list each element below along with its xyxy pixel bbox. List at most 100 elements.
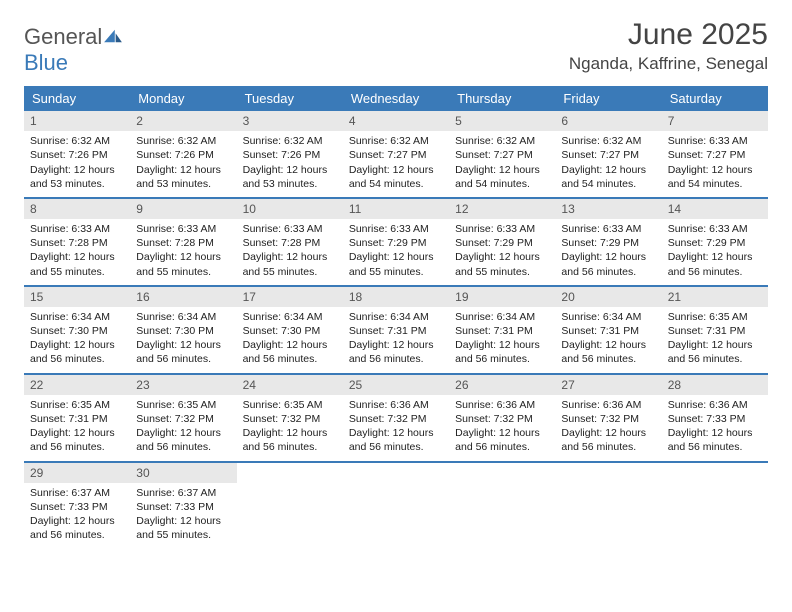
daylight-line: Daylight: 12 hours and 53 minutes. xyxy=(136,164,221,190)
day-number: 11 xyxy=(343,199,449,219)
calendar-day: 28Sunrise: 6:36 AMSunset: 7:33 PMDayligh… xyxy=(662,375,768,461)
sunrise-line: Sunrise: 6:35 AM xyxy=(136,399,216,411)
logo-text: General Blue xyxy=(24,24,124,76)
calendar-day: 2Sunrise: 6:32 AMSunset: 7:26 PMDaylight… xyxy=(130,111,236,197)
sunset-line: Sunset: 7:30 PM xyxy=(136,325,214,337)
sunrise-line: Sunrise: 6:34 AM xyxy=(561,311,641,323)
sunset-line: Sunset: 7:33 PM xyxy=(668,413,746,425)
day-details: Sunrise: 6:32 AMSunset: 7:26 PMDaylight:… xyxy=(24,131,130,197)
daylight-line: Daylight: 12 hours and 56 minutes. xyxy=(455,339,540,365)
day-number: 13 xyxy=(555,199,661,219)
day-number: 6 xyxy=(555,111,661,131)
logo: General Blue xyxy=(24,24,124,76)
sunset-line: Sunset: 7:26 PM xyxy=(30,149,108,161)
day-number: 3 xyxy=(237,111,343,131)
weekday-header: Saturday xyxy=(662,86,768,111)
sunset-line: Sunset: 7:26 PM xyxy=(136,149,214,161)
day-details: Sunrise: 6:34 AMSunset: 7:31 PMDaylight:… xyxy=(343,307,449,373)
daylight-line: Daylight: 12 hours and 53 minutes. xyxy=(30,164,115,190)
header: General Blue June 2025 Nganda, Kaffrine,… xyxy=(24,18,768,76)
day-number: 19 xyxy=(449,287,555,307)
sunrise-line: Sunrise: 6:37 AM xyxy=(136,487,216,499)
day-details: Sunrise: 6:33 AMSunset: 7:29 PMDaylight:… xyxy=(662,219,768,285)
calendar-day: 3Sunrise: 6:32 AMSunset: 7:26 PMDaylight… xyxy=(237,111,343,197)
day-number: 17 xyxy=(237,287,343,307)
calendar-day: 1Sunrise: 6:32 AMSunset: 7:26 PMDaylight… xyxy=(24,111,130,197)
sunset-line: Sunset: 7:29 PM xyxy=(561,237,639,249)
weekday-header: Monday xyxy=(130,86,236,111)
day-number: 4 xyxy=(343,111,449,131)
day-number: 30 xyxy=(130,463,236,483)
sunset-line: Sunset: 7:33 PM xyxy=(136,501,214,513)
day-number: 29 xyxy=(24,463,130,483)
sunrise-line: Sunrise: 6:32 AM xyxy=(136,135,216,147)
day-number: 9 xyxy=(130,199,236,219)
day-number: 25 xyxy=(343,375,449,395)
sunrise-line: Sunrise: 6:34 AM xyxy=(455,311,535,323)
daylight-line: Daylight: 12 hours and 56 minutes. xyxy=(668,251,753,277)
calendar-day: 30Sunrise: 6:37 AMSunset: 7:33 PMDayligh… xyxy=(130,463,236,549)
day-number: 16 xyxy=(130,287,236,307)
sunset-line: Sunset: 7:32 PM xyxy=(561,413,639,425)
sunset-line: Sunset: 7:30 PM xyxy=(30,325,108,337)
day-details: Sunrise: 6:32 AMSunset: 7:26 PMDaylight:… xyxy=(237,131,343,197)
day-details: Sunrise: 6:35 AMSunset: 7:31 PMDaylight:… xyxy=(24,395,130,461)
daylight-line: Daylight: 12 hours and 54 minutes. xyxy=(561,164,646,190)
day-details: Sunrise: 6:33 AMSunset: 7:28 PMDaylight:… xyxy=(24,219,130,285)
day-number: 15 xyxy=(24,287,130,307)
day-details: Sunrise: 6:36 AMSunset: 7:32 PMDaylight:… xyxy=(449,395,555,461)
day-number: 22 xyxy=(24,375,130,395)
calendar-day: 25Sunrise: 6:36 AMSunset: 7:32 PMDayligh… xyxy=(343,375,449,461)
day-details: Sunrise: 6:36 AMSunset: 7:33 PMDaylight:… xyxy=(662,395,768,461)
sunrise-line: Sunrise: 6:33 AM xyxy=(30,223,110,235)
sunset-line: Sunset: 7:31 PM xyxy=(349,325,427,337)
daylight-line: Daylight: 12 hours and 56 minutes. xyxy=(455,427,540,453)
day-details: Sunrise: 6:34 AM Sunset: 7:31 PM Daylight:… xyxy=(449,307,555,373)
sunset-line: Sunset: 7:31 PM xyxy=(561,325,639,337)
sunrise-line: Sunrise: 6:37 AM xyxy=(30,487,110,499)
calendar-day: 20Sunrise: 6:34 AMSunset: 7:31 PMDayligh… xyxy=(555,287,661,373)
title-block: June 2025 Nganda, Kaffrine, Senegal xyxy=(569,18,768,74)
sunset-line: Sunset: 7:27 PM xyxy=(668,149,746,161)
weekday-header: Tuesday xyxy=(237,86,343,111)
day-details: Sunrise: 6:36 AMSunset: 7:32 PMDaylight:… xyxy=(343,395,449,461)
day-details: Sunrise: 6:33 AMSunset: 7:29 PMDaylight:… xyxy=(343,219,449,285)
logo-text-blue: Blue xyxy=(24,50,68,75)
page-title: June 2025 xyxy=(569,18,768,52)
calendar-day: 4Sunrise: 6:32 AMSunset: 7:27 PMDaylight… xyxy=(343,111,449,197)
daylight-line: Daylight: 12 hours and 56 minutes. xyxy=(30,515,115,541)
sunrise-line: Sunrise: 6:34 AM xyxy=(243,311,323,323)
day-details: Sunrise: 6:33 AMSunset: 7:29 PMDaylight:… xyxy=(555,219,661,285)
sunset-line: Sunset: 7:32 PM xyxy=(455,413,533,425)
sunset-line: Sunset: 7:31 PM xyxy=(30,413,108,425)
day-number: 28 xyxy=(662,375,768,395)
weekday-header: Thursday xyxy=(449,86,555,111)
day-details: Sunrise: 6:32 AMSunset: 7:27 PMDaylight:… xyxy=(555,131,661,197)
daylight-line: Daylight: 12 hours and 55 minutes. xyxy=(136,251,221,277)
day-details: Sunrise: 6:36 AMSunset: 7:32 PMDaylight:… xyxy=(555,395,661,461)
weekday-header: Wednesday xyxy=(343,86,449,111)
calendar-day: 15Sunrise: 6:34 AMSunset: 7:30 PMDayligh… xyxy=(24,287,130,373)
day-number: 8 xyxy=(24,199,130,219)
day-details: Sunrise: 6:34 AM Sunset: 7:30 PM Daylight:… xyxy=(130,307,236,373)
calendar-day: 8Sunrise: 6:33 AMSunset: 7:28 PMDaylight… xyxy=(24,199,130,285)
sunrise-line: Sunrise: 6:34 AM xyxy=(136,311,216,323)
sunset-line: Sunset: 7:31 PM xyxy=(455,325,533,337)
calendar-day: 21Sunrise: 6:35 AMSunset: 7:31 PMDayligh… xyxy=(662,287,768,373)
daylight-line: Daylight: 12 hours and 56 minutes. xyxy=(561,427,646,453)
sunrise-line: Sunrise: 6:34 AM xyxy=(30,311,110,323)
calendar-body: 1Sunrise: 6:32 AMSunset: 7:26 PMDaylight… xyxy=(24,111,768,548)
day-number: 10 xyxy=(237,199,343,219)
sunset-line: Sunset: 7:27 PM xyxy=(455,149,533,161)
calendar-week: 29Sunrise: 6:37 AMSunset: 7:33 PMDayligh… xyxy=(24,463,768,549)
day-details: Sunrise: 6:37 AMSunset: 7:33 PMDaylight:… xyxy=(24,483,130,549)
daylight-line: Daylight: 12 hours and 54 minutes. xyxy=(668,164,753,190)
daylight-line: Daylight: 12 hours and 56 minutes. xyxy=(136,339,221,365)
day-details: Sunrise: 6:32 AMSunset: 7:27 PMDaylight:… xyxy=(449,131,555,197)
sunrise-line: Sunrise: 6:33 AM xyxy=(455,223,535,235)
daylight-line: Daylight: 12 hours and 56 minutes. xyxy=(349,339,434,365)
calendar-day: 7Sunrise: 6:33 AMSunset: 7:27 PMDaylight… xyxy=(662,111,768,197)
calendar-day xyxy=(237,463,343,549)
daylight-line: Daylight: 12 hours and 56 minutes. xyxy=(668,427,753,453)
calendar-day: 10Sunrise: 6:33 AMSunset: 7:28 PMDayligh… xyxy=(237,199,343,285)
